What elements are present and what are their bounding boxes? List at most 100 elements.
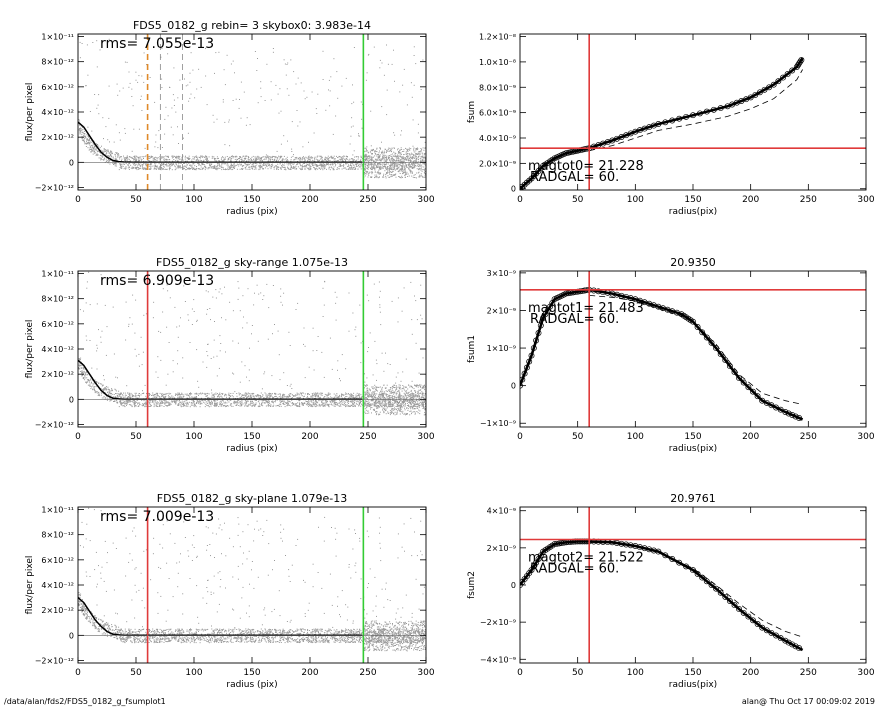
scatter-point (231, 165, 232, 166)
scatter-point (170, 393, 171, 394)
scatter-point (343, 168, 344, 169)
scatter-point (170, 168, 171, 169)
noise-point (417, 165, 418, 166)
x-tick-label: 200 (301, 195, 318, 205)
noise-point (368, 166, 369, 167)
scatter-point (125, 62, 126, 63)
noise-point (395, 154, 396, 155)
scatter-point (181, 403, 182, 404)
scatter-point (174, 105, 175, 106)
scatter-point (233, 406, 234, 407)
scatter-point (261, 163, 262, 164)
scatter-point (361, 168, 362, 169)
scatter-point (279, 113, 280, 114)
scatter-point (344, 403, 345, 404)
scatter-point (183, 394, 184, 395)
scatter-point (178, 143, 179, 144)
scatter-point (296, 309, 297, 310)
scatter-point (360, 166, 361, 167)
scatter-point (266, 396, 267, 397)
scatter-point (134, 163, 135, 164)
scatter-point (183, 166, 184, 167)
scatter-point (165, 405, 166, 406)
scatter-point (333, 168, 334, 169)
scatter-point (214, 159, 215, 160)
scatter-point (240, 156, 241, 157)
scatter-point (242, 168, 243, 169)
scatter-point (169, 167, 170, 168)
scatter-point (196, 169, 197, 170)
scatter-point (232, 155, 233, 156)
scatter-point (245, 396, 246, 397)
scatter-point (369, 402, 370, 403)
scatter-point (271, 157, 272, 158)
scatter-point (98, 392, 99, 393)
scatter-point (151, 157, 152, 158)
scatter-point (292, 403, 293, 404)
scatter-point (407, 405, 408, 406)
noise-point (407, 153, 408, 154)
scatter-point (107, 139, 108, 140)
scatter-point (392, 165, 393, 166)
scatter-point (369, 164, 370, 165)
scatter-point (179, 326, 180, 327)
scatter-point (89, 382, 90, 383)
scatter-point (109, 153, 110, 154)
scatter-point (218, 396, 219, 397)
scatter-point (409, 164, 410, 165)
noise-point (373, 165, 374, 166)
noise-point (380, 168, 381, 169)
scatter-point (156, 406, 157, 407)
noise-point (365, 156, 366, 157)
scatter-point (339, 163, 340, 164)
scatter-point (236, 165, 237, 166)
scatter-point (173, 164, 174, 165)
scatter-point (250, 405, 251, 406)
scatter-point (379, 307, 380, 308)
scatter-point (374, 155, 375, 156)
x-tick-label: 0 (517, 195, 523, 205)
noise-point (380, 154, 381, 155)
scatter-point (115, 165, 116, 166)
scatter-point (240, 310, 241, 311)
scatter-point (382, 159, 383, 160)
scatter-point (114, 142, 115, 143)
scatter-point (177, 160, 178, 161)
scatter-point (124, 128, 125, 129)
scatter-point (268, 168, 269, 169)
scatter-point (316, 108, 317, 109)
scatter-point (92, 151, 93, 152)
noise-point (379, 147, 380, 148)
scatter-point (325, 165, 326, 166)
scatter-point (142, 166, 143, 167)
scatter-point (105, 149, 106, 150)
scatter-point (143, 156, 144, 157)
noise-point (405, 171, 406, 172)
scatter-point (300, 121, 301, 122)
noise-point (377, 176, 378, 177)
scatter-point (413, 146, 414, 147)
scatter-point (285, 159, 286, 160)
scatter-point (168, 115, 169, 116)
scatter-point (134, 156, 135, 157)
scatter-point (157, 158, 158, 159)
scatter-point (191, 94, 192, 95)
scatter-point (411, 163, 412, 164)
scatter-point (213, 167, 214, 168)
noise-point (408, 151, 409, 152)
scatter-point (276, 405, 277, 406)
noise-point (386, 177, 387, 178)
scatter-point (341, 396, 342, 397)
scatter-point (96, 147, 97, 148)
scatter-point (368, 400, 369, 401)
scatter-point (194, 97, 195, 98)
scatter-point (205, 404, 206, 405)
scatter-point (403, 395, 404, 396)
scatter-point (365, 395, 366, 396)
scatter-point (280, 379, 281, 380)
scatter-point (368, 164, 369, 165)
scatter-point (208, 291, 209, 292)
noise-point (377, 177, 378, 178)
scatter-point (347, 402, 348, 403)
noise-point (422, 153, 423, 154)
